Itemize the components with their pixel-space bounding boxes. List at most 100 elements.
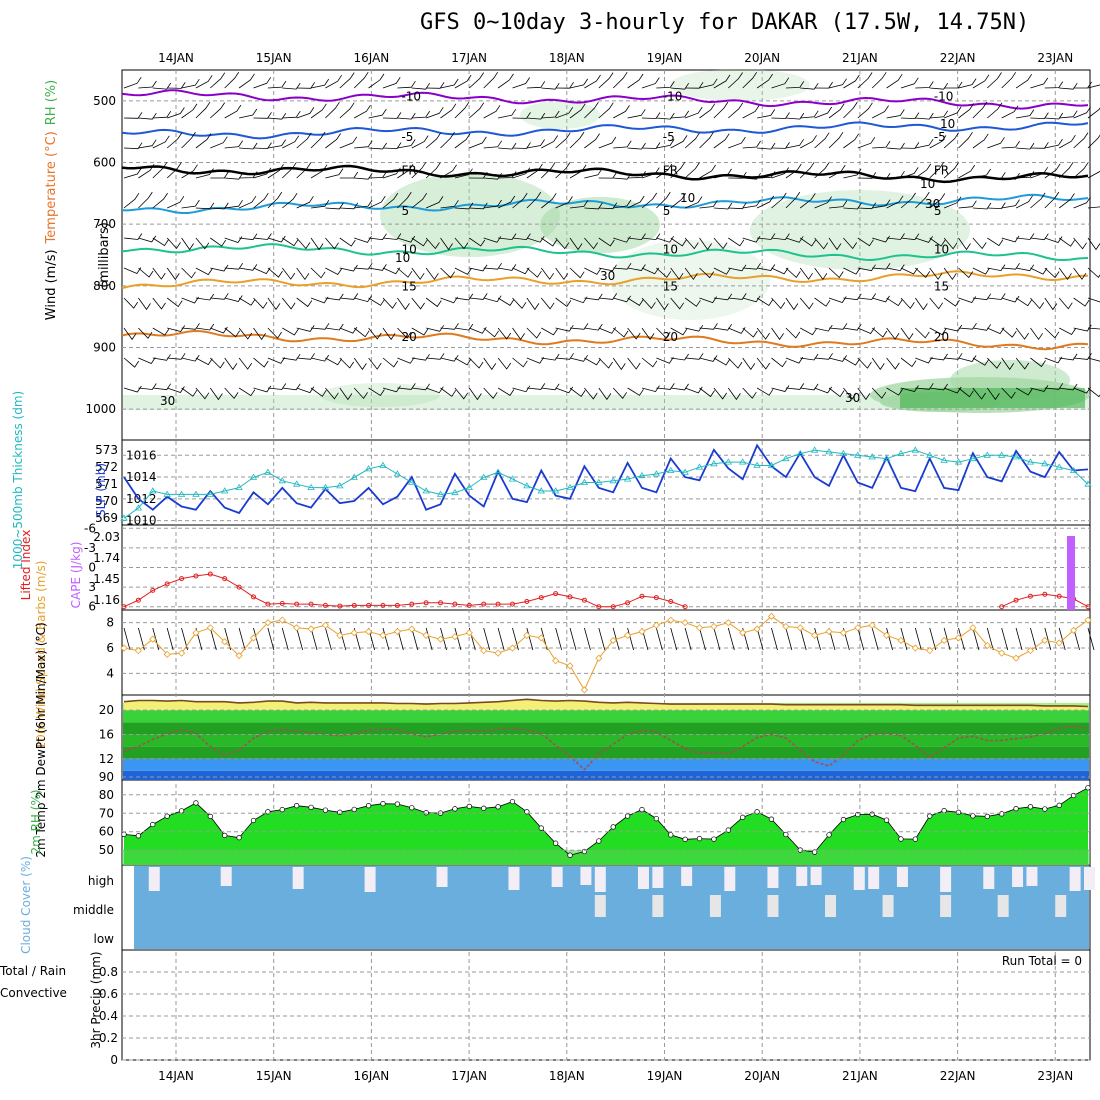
wind-barb [958, 237, 971, 251]
wind-barb [253, 297, 268, 309]
wind-speed-point [926, 647, 934, 655]
wind-barb [1087, 107, 1100, 119]
thickness-point [350, 473, 358, 480]
rh-shading [670, 69, 810, 101]
wind-barb [915, 81, 934, 89]
isotherm--5 [121, 121, 1089, 140]
thickness-point [192, 490, 200, 497]
wind-barb [181, 78, 200, 89]
wind-barb [497, 73, 514, 89]
wind-barb [526, 356, 545, 364]
wind-barb [1087, 357, 1100, 362]
wind-barb [800, 383, 819, 391]
wind-barb [670, 353, 689, 361]
wind-barb [613, 105, 630, 119]
precip-axis-label: 3hr Precip (mm) [89, 951, 103, 1048]
wind-barb [1015, 357, 1030, 370]
wind-speed-point [393, 628, 401, 636]
cloud-gap-high [1069, 867, 1081, 891]
wind-speed-point [796, 624, 804, 632]
isotherm-label: 15 [934, 280, 949, 294]
wind-barb [670, 267, 684, 280]
rh-contour-label: 10 [920, 177, 935, 191]
thickness-point [551, 487, 560, 494]
wind-barb [210, 72, 226, 89]
wind-barb [742, 387, 757, 399]
rh-point [811, 849, 818, 855]
wind-barb [152, 383, 172, 391]
chart-title: GFS 0~10day 3-hourly for DAKAR (17.5W, 1… [420, 10, 1030, 35]
thickness-point [177, 490, 186, 497]
rh-point [984, 813, 990, 820]
wind-barb [713, 267, 731, 275]
isotherm-label: -5 [401, 130, 413, 144]
panel-frame-precip [121, 949, 1091, 1061]
thickness-point [854, 451, 862, 458]
wind-barb [900, 192, 916, 209]
wind-barb [411, 237, 428, 247]
wind-barb [641, 167, 660, 179]
wind-barb [872, 172, 891, 180]
wind-barb-10m [454, 627, 462, 651]
wind-barb [1044, 236, 1063, 243]
wind-barb [641, 112, 661, 119]
wind-barb [843, 101, 858, 119]
wind-barb [814, 106, 833, 119]
wind-barb [469, 171, 488, 179]
wind-barb [454, 387, 469, 400]
wind-speed-point [667, 616, 675, 624]
wind-barb [253, 192, 269, 209]
rh-shading [520, 101, 600, 129]
wind-barb [598, 72, 614, 89]
x-tick-top: 22JAN [940, 51, 976, 65]
wind-barb [699, 387, 715, 398]
lifted-index-point [668, 599, 674, 604]
wind-barb [1030, 267, 1048, 275]
wind-barb [498, 142, 517, 150]
wind-barb [929, 135, 947, 149]
wind-barb [123, 76, 142, 89]
wind-barb [368, 142, 387, 150]
wind-barb [526, 163, 543, 179]
wind-speed-point [1070, 626, 1078, 634]
rh-tick-label: 80 [99, 788, 114, 802]
wind-barb [152, 327, 170, 336]
wind-barb [354, 295, 373, 303]
wind-barb [943, 196, 962, 209]
wind-barb [483, 140, 503, 149]
wind-barb [814, 324, 833, 332]
upper-axis-label-part: Wind (m/s) [44, 249, 59, 320]
wind-barb [742, 262, 761, 270]
temp-axis-label: 2m Temp 2m DewPt (6hr Min/Max) (°C) [34, 622, 48, 857]
wind-barb [627, 195, 645, 209]
wind-barb [296, 132, 312, 149]
temp-band [123, 770, 1089, 780]
rh-point [409, 805, 415, 811]
wind-barb [757, 109, 776, 119]
cloud-gap-high [724, 867, 736, 891]
wind-barb [310, 267, 326, 279]
wind-barb [598, 102, 614, 119]
wind-barb [641, 357, 658, 368]
upper-axis-label-part: RH (%) [44, 80, 59, 125]
wind-barb [857, 264, 876, 272]
wind-barb [469, 72, 485, 89]
wind-barb [569, 103, 586, 119]
wind-barb-10m [814, 627, 822, 651]
wind-barb-10m [756, 627, 764, 651]
wind-barb [843, 74, 860, 89]
wind-barb [627, 387, 644, 396]
wind-barb [512, 357, 528, 368]
rh-point [624, 813, 631, 819]
wind-barb [828, 164, 846, 179]
wind-barb [469, 136, 487, 149]
wind-barb [167, 386, 185, 393]
wind-barb [353, 71, 369, 89]
wind-barb [972, 168, 991, 179]
thickness-point [1084, 480, 1092, 487]
wind-barb [886, 327, 900, 340]
wind-barb [713, 74, 731, 89]
wind-barb [282, 110, 301, 119]
rh-point [481, 805, 487, 811]
rh-point [466, 803, 472, 810]
